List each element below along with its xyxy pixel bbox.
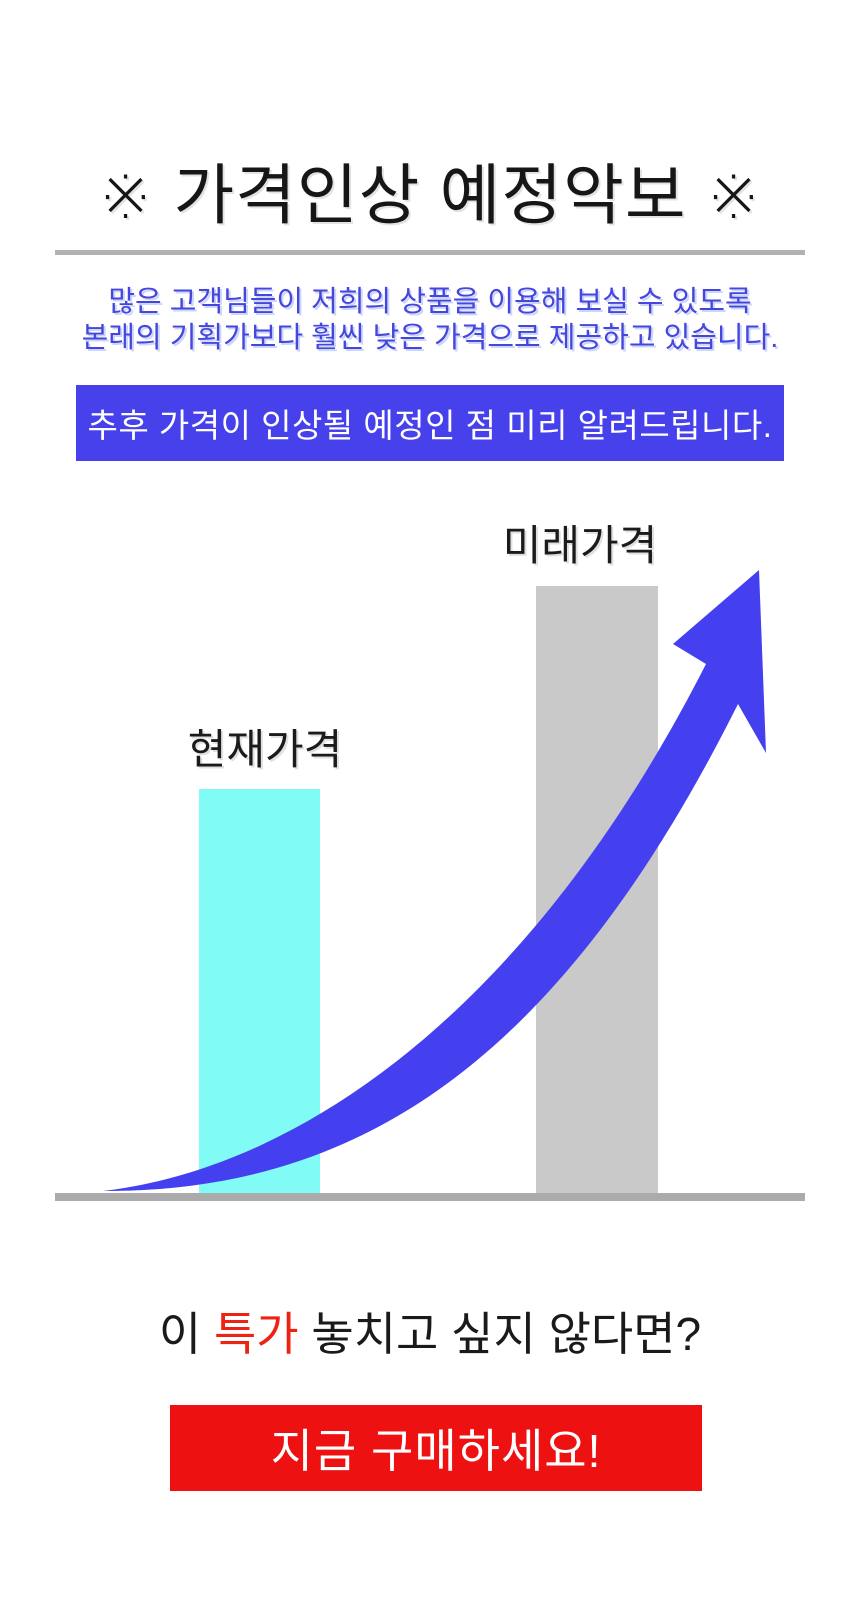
title-divider: [55, 250, 805, 255]
cta-question-suffix: 놓치고 싶지 않다면?: [298, 1308, 702, 1360]
cta-question-prefix: 이: [158, 1308, 214, 1360]
intro-line-1: 많은 고객님들이 저희의 상품을 이용해 보실 수 있도록: [108, 286, 752, 318]
future-price-label: 미래가격: [502, 522, 658, 569]
current-price-bar: [199, 789, 320, 1196]
intro-text: 많은 고객님들이 저희의 상품을 이용해 보실 수 있도록 본래의 기획가보다 …: [0, 284, 860, 356]
cta-question: 이 특가 놓치고 싶지 않다면?: [0, 1298, 860, 1364]
future-price-bar: [536, 586, 658, 1196]
chart-baseline: [55, 1193, 805, 1201]
intro-line-2: 본래의 기획가보다 훨씬 낮은 가격으로 제공하고 있습니다.: [81, 322, 779, 354]
notice-banner-text: 추후 가격이 인상될 예정인 점 미리 알려드립니다.: [87, 407, 773, 444]
current-price-label: 현재가격: [187, 726, 343, 773]
cta-question-highlight: 특가: [213, 1308, 299, 1360]
price-increase-notice-banner: 추후 가격이 인상될 예정인 점 미리 알려드립니다.: [76, 385, 784, 461]
buy-now-button-label: 지금 구매하세요!: [270, 1425, 602, 1477]
buy-now-button[interactable]: 지금 구매하세요!: [170, 1405, 702, 1491]
page-title: ※ 가격인상 예정악보 ※: [97, 158, 763, 232]
